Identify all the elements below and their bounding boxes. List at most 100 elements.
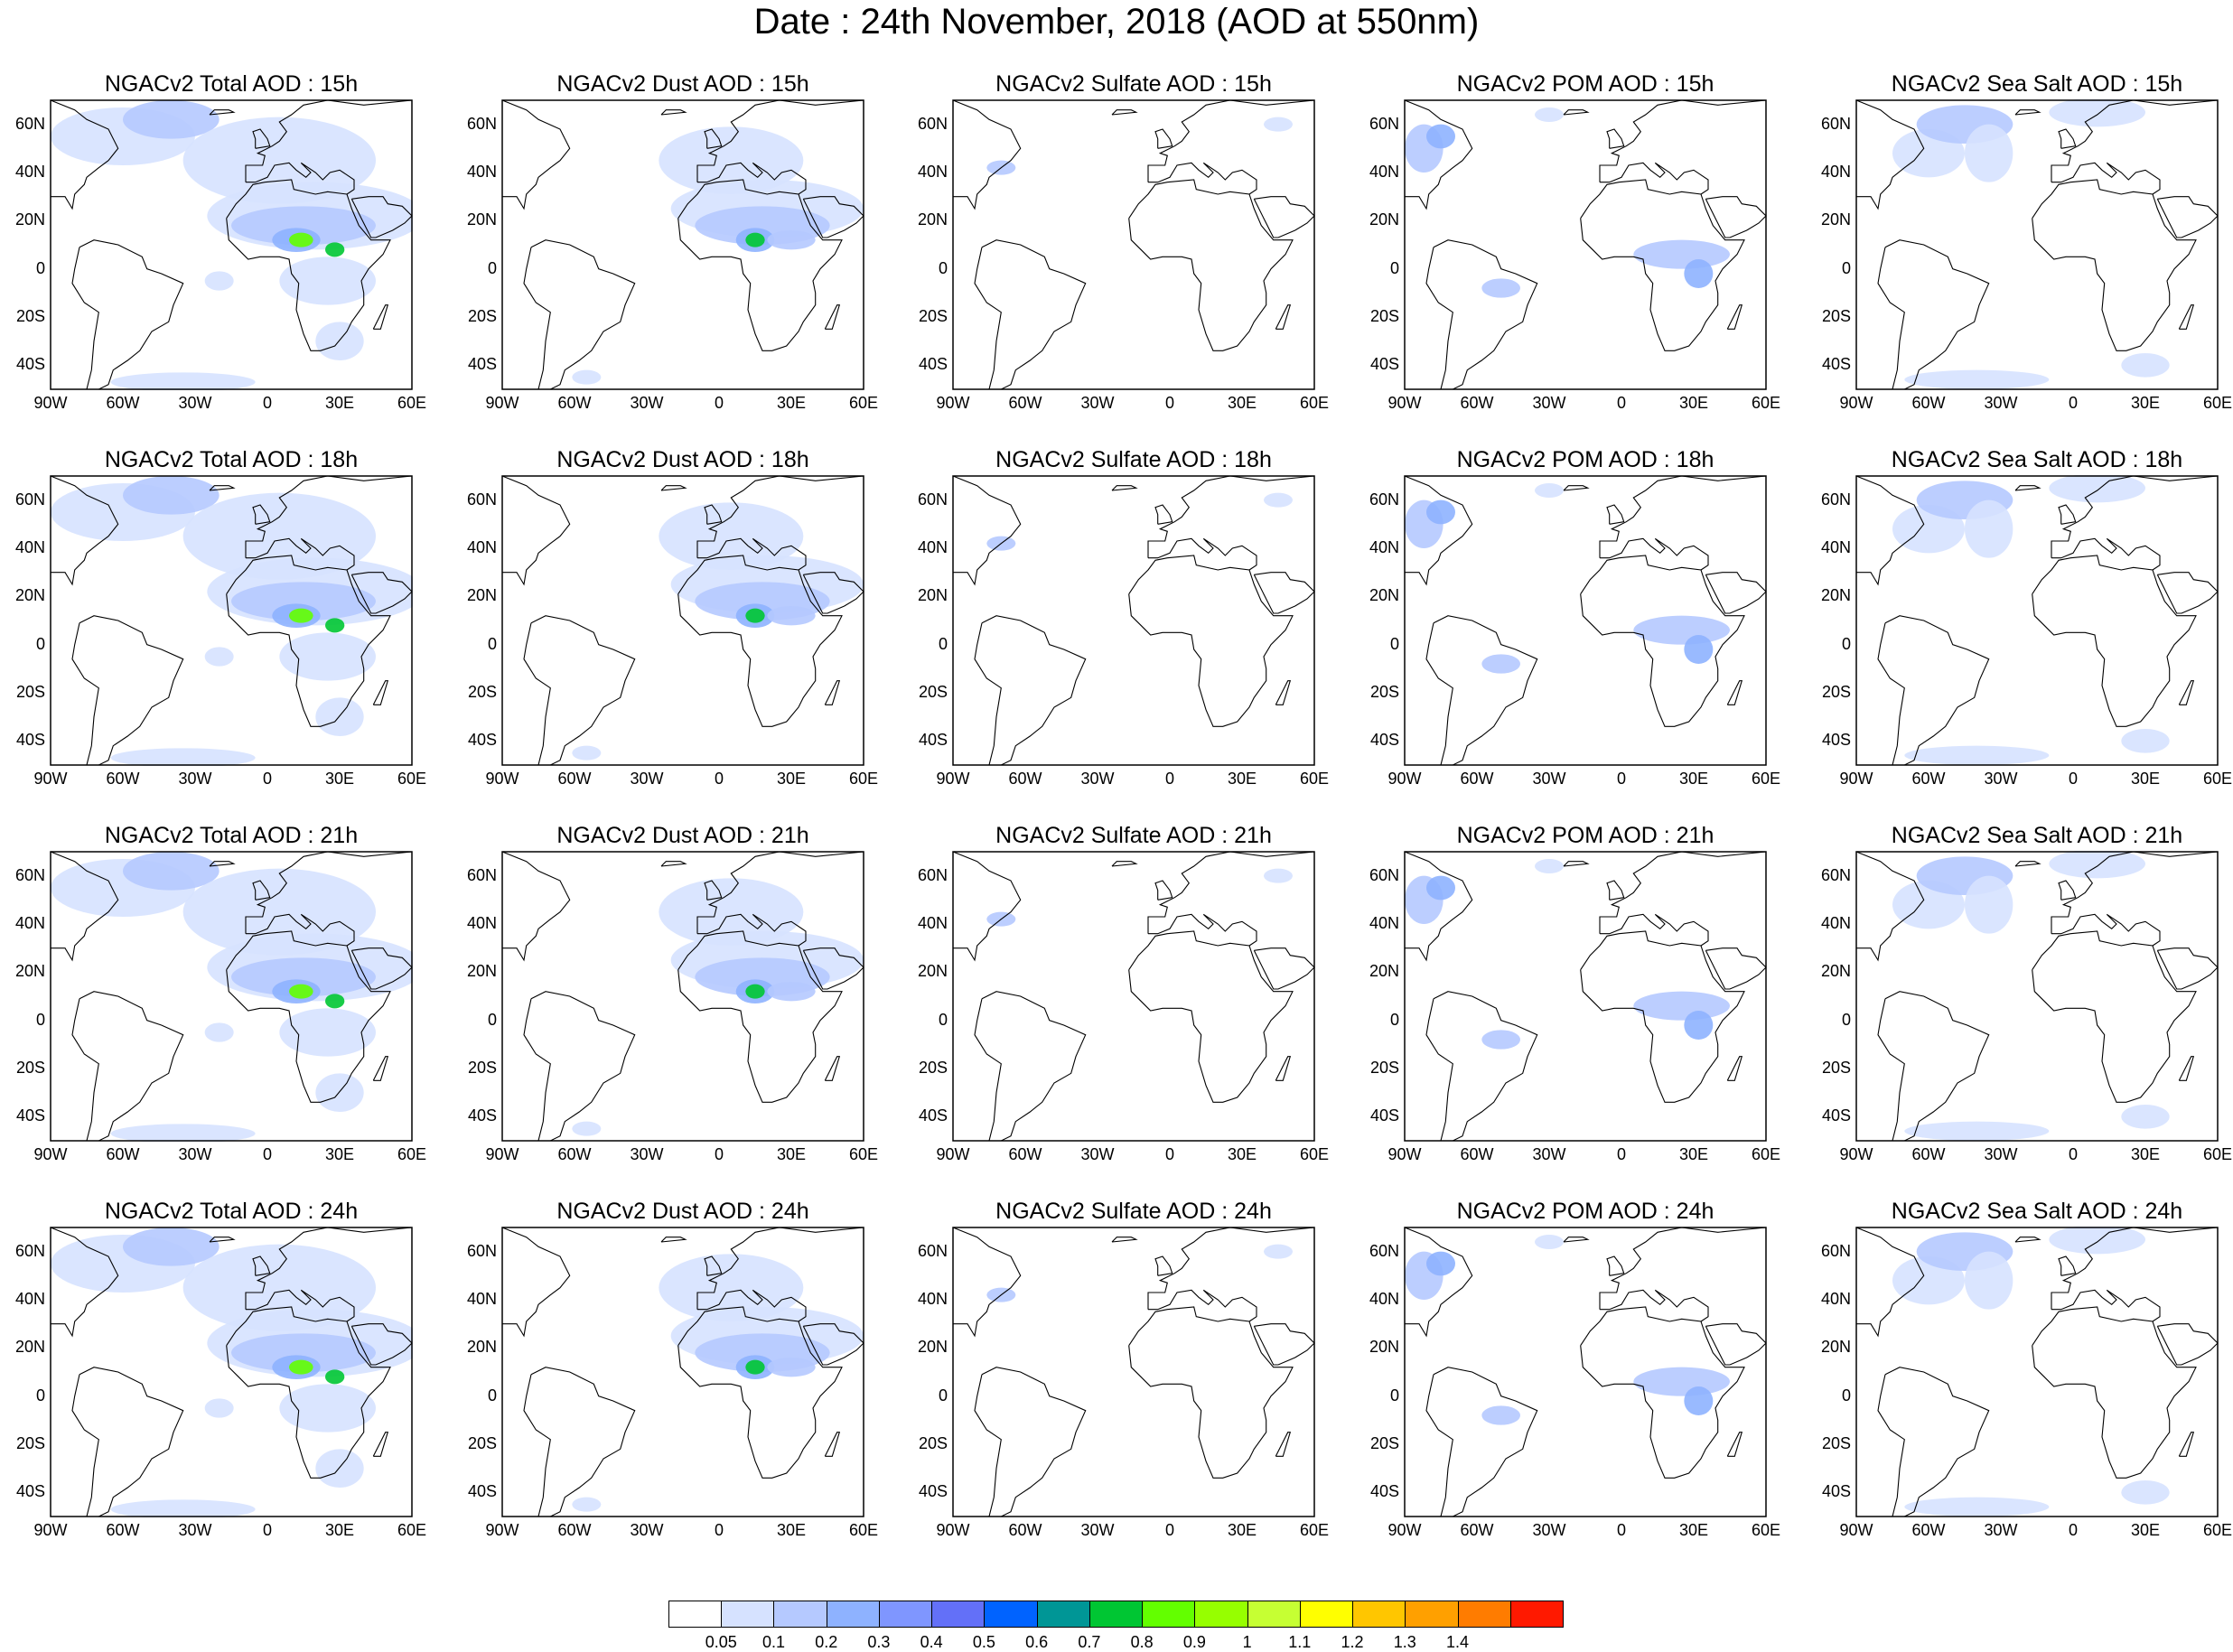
- lon-tick-label: 60W: [557, 770, 592, 788]
- coastline: [2014, 109, 2041, 116]
- coastline: [2032, 1306, 2197, 1479]
- lon-tick-label: 30W: [630, 1521, 664, 1539]
- lat-tick-label: 40S: [1369, 731, 1399, 750]
- colorbar-swatch: [1088, 1601, 1144, 1628]
- lon-tick-label: 30W: [1984, 394, 2018, 412]
- lat-tick-label: 40S: [1369, 1482, 1399, 1501]
- coastline: [1705, 196, 1767, 238]
- coastline: [1600, 1289, 1709, 1322]
- lon-tick-label: 60E: [2202, 394, 2233, 412]
- lon-tick-label: 30W: [630, 770, 664, 788]
- aod-shading: [182, 868, 376, 956]
- lon-tick-label: 60E: [1751, 1145, 1781, 1163]
- coastline: [523, 991, 636, 1142]
- lon-tick-label: 30W: [1080, 1145, 1115, 1163]
- lon-tick-label: 90W: [936, 394, 970, 412]
- lon-tick-label: 60E: [1751, 1521, 1781, 1539]
- map-frame: [1404, 851, 1767, 1142]
- coastline: [245, 1227, 413, 1310]
- lat-tick-label: 40N: [466, 914, 497, 932]
- coastline: [2178, 304, 2195, 330]
- map-plot: [50, 851, 413, 1142]
- lon-tick-label: 60W: [106, 1145, 140, 1163]
- coastline: [1600, 913, 1709, 947]
- map-plot: [501, 475, 864, 766]
- lon-tick-label: 60W: [1460, 1521, 1494, 1539]
- coastline: [1111, 485, 1138, 491]
- lon-tick-label: 30E: [2130, 1145, 2161, 1163]
- aod-shading: [1535, 859, 1564, 873]
- lon-tick-label: 0: [262, 1145, 272, 1163]
- lat-tick-label: 40S: [1821, 1106, 1851, 1125]
- lon-tick-label: 0: [714, 770, 724, 788]
- coastline: [1275, 1432, 1292, 1457]
- map-plot: [501, 1227, 864, 1517]
- coastline: [1425, 1367, 1538, 1517]
- coastline: [974, 615, 1087, 766]
- aod-shading: [1426, 499, 1455, 525]
- aod-shading: [1481, 278, 1520, 298]
- colorbar-swatch: [1352, 1601, 1406, 1628]
- lat-tick-label: 40S: [1821, 355, 1851, 374]
- map-plot: [501, 99, 864, 390]
- lat-tick-label: 40N: [1820, 1290, 1851, 1308]
- coastline: [1425, 615, 1538, 766]
- lon-tick-label: 30E: [776, 1145, 807, 1163]
- lon-tick-label: 60W: [557, 1145, 592, 1163]
- coastline: [350, 947, 413, 990]
- lat-tick-label: 20N: [917, 962, 948, 981]
- colorbar-swatch: [878, 1601, 933, 1628]
- panel-title: NGACv2 POM AOD : 18h: [1456, 447, 1714, 472]
- coastline: [1148, 537, 1257, 571]
- lon-tick-label: 0: [2068, 770, 2078, 788]
- lat-tick-label: 20S: [467, 1434, 497, 1452]
- panel-title: NGACv2 POM AOD : 21h: [1456, 823, 1714, 848]
- coastline: [523, 615, 636, 766]
- lon-tick-label: 60E: [1299, 770, 1330, 788]
- coastline: [71, 1367, 184, 1517]
- lon-tick-label: 60E: [848, 394, 879, 412]
- lat-tick-label: 60N: [466, 114, 497, 133]
- lon-tick-label: 30E: [324, 770, 355, 788]
- colorbar-swatch: [826, 1601, 880, 1628]
- lat-tick-label: 40N: [466, 1290, 497, 1308]
- coastline: [696, 1227, 864, 1310]
- map-frame: [952, 1227, 1315, 1517]
- aod-shading: [1904, 745, 2050, 765]
- lon-tick-label: 0: [262, 394, 272, 412]
- lon-tick-label: 30E: [324, 1145, 355, 1163]
- coastline: [523, 239, 636, 390]
- coastline: [1877, 991, 1990, 1142]
- panel-title: NGACv2 Sulfate AOD : 21h: [995, 823, 1272, 848]
- lat-tick-label: 40N: [1369, 538, 1399, 556]
- coastline: [1606, 128, 1625, 149]
- lon-tick-label: 30E: [1678, 1145, 1709, 1163]
- lon-tick-label: 90W: [936, 1145, 970, 1163]
- lon-tick-label: 30W: [1984, 1145, 2018, 1163]
- map-frame: [501, 1227, 864, 1517]
- map-frame: [501, 475, 864, 766]
- lat-tick-label: 0: [1389, 1010, 1399, 1029]
- colorbar-swatch: [931, 1601, 986, 1628]
- lon-tick-label: 30W: [1532, 394, 1566, 412]
- coastline: [1606, 504, 1625, 525]
- coastline: [501, 851, 571, 962]
- coastline: [824, 1432, 841, 1457]
- aod-shading: [289, 984, 313, 999]
- lon-tick-label: 0: [714, 1521, 724, 1539]
- lon-tick-label: 30E: [324, 1521, 355, 1539]
- lon-tick-label: 30W: [630, 394, 664, 412]
- lat-tick-label: 20N: [466, 1338, 497, 1357]
- lon-tick-label: 90W: [1839, 770, 1873, 788]
- lat-tick-label: 20N: [917, 586, 948, 605]
- lon-tick-label: 90W: [1839, 1521, 1873, 1539]
- lat-tick-label: 40S: [1369, 1106, 1399, 1125]
- aod-shading: [745, 232, 765, 247]
- lat-tick-label: 60N: [14, 114, 45, 133]
- lon-tick-label: 90W: [33, 1521, 68, 1539]
- coastline: [372, 1056, 389, 1081]
- coastline: [2058, 128, 2077, 149]
- coastline: [1147, 851, 1315, 934]
- coastline: [2014, 485, 2041, 491]
- coastline: [1253, 947, 1315, 990]
